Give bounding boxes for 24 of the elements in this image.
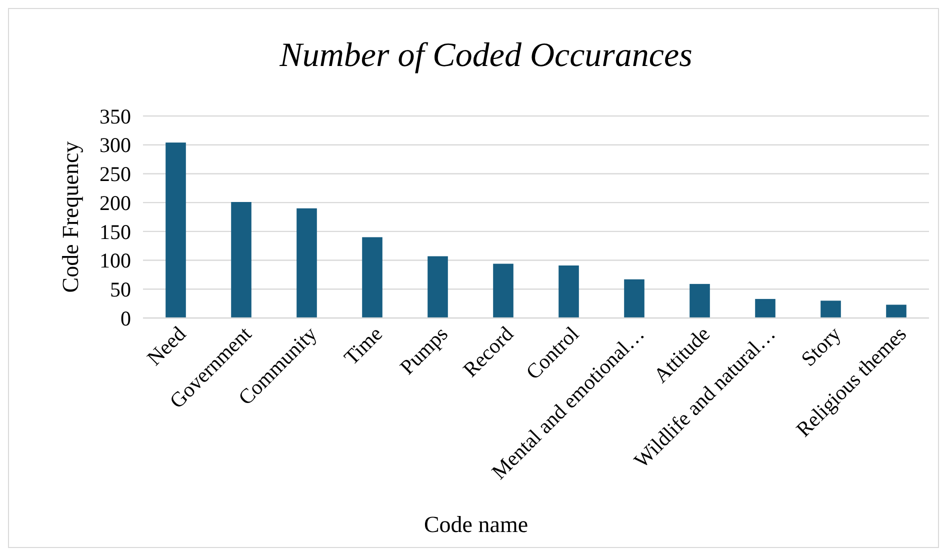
bar (755, 298, 776, 318)
x-tick-label: Time (339, 322, 387, 370)
bar (624, 279, 644, 318)
bar (690, 284, 710, 318)
y-tick-label: 250 (100, 162, 131, 186)
bar (558, 265, 579, 318)
bar (231, 202, 252, 318)
y-tick-label: 350 (100, 104, 131, 128)
y-tick-label: 50 (110, 277, 131, 302)
bar (428, 256, 448, 318)
y-axis-title: Code Frequency (58, 140, 83, 293)
y-tick-label: 200 (100, 190, 131, 215)
bar (362, 237, 382, 318)
bar (493, 264, 514, 318)
y-tick-label: 0 (120, 306, 131, 330)
bar (820, 300, 841, 318)
bar (886, 304, 906, 318)
chart-title: Number of Coded Occurances (278, 37, 692, 74)
bar (296, 208, 317, 318)
x-axis-title: Code name (424, 512, 528, 537)
y-tick-label: 300 (100, 133, 131, 158)
bar (166, 142, 186, 318)
y-tick-label: 100 (100, 248, 131, 273)
y-tick-label: 150 (100, 220, 131, 244)
